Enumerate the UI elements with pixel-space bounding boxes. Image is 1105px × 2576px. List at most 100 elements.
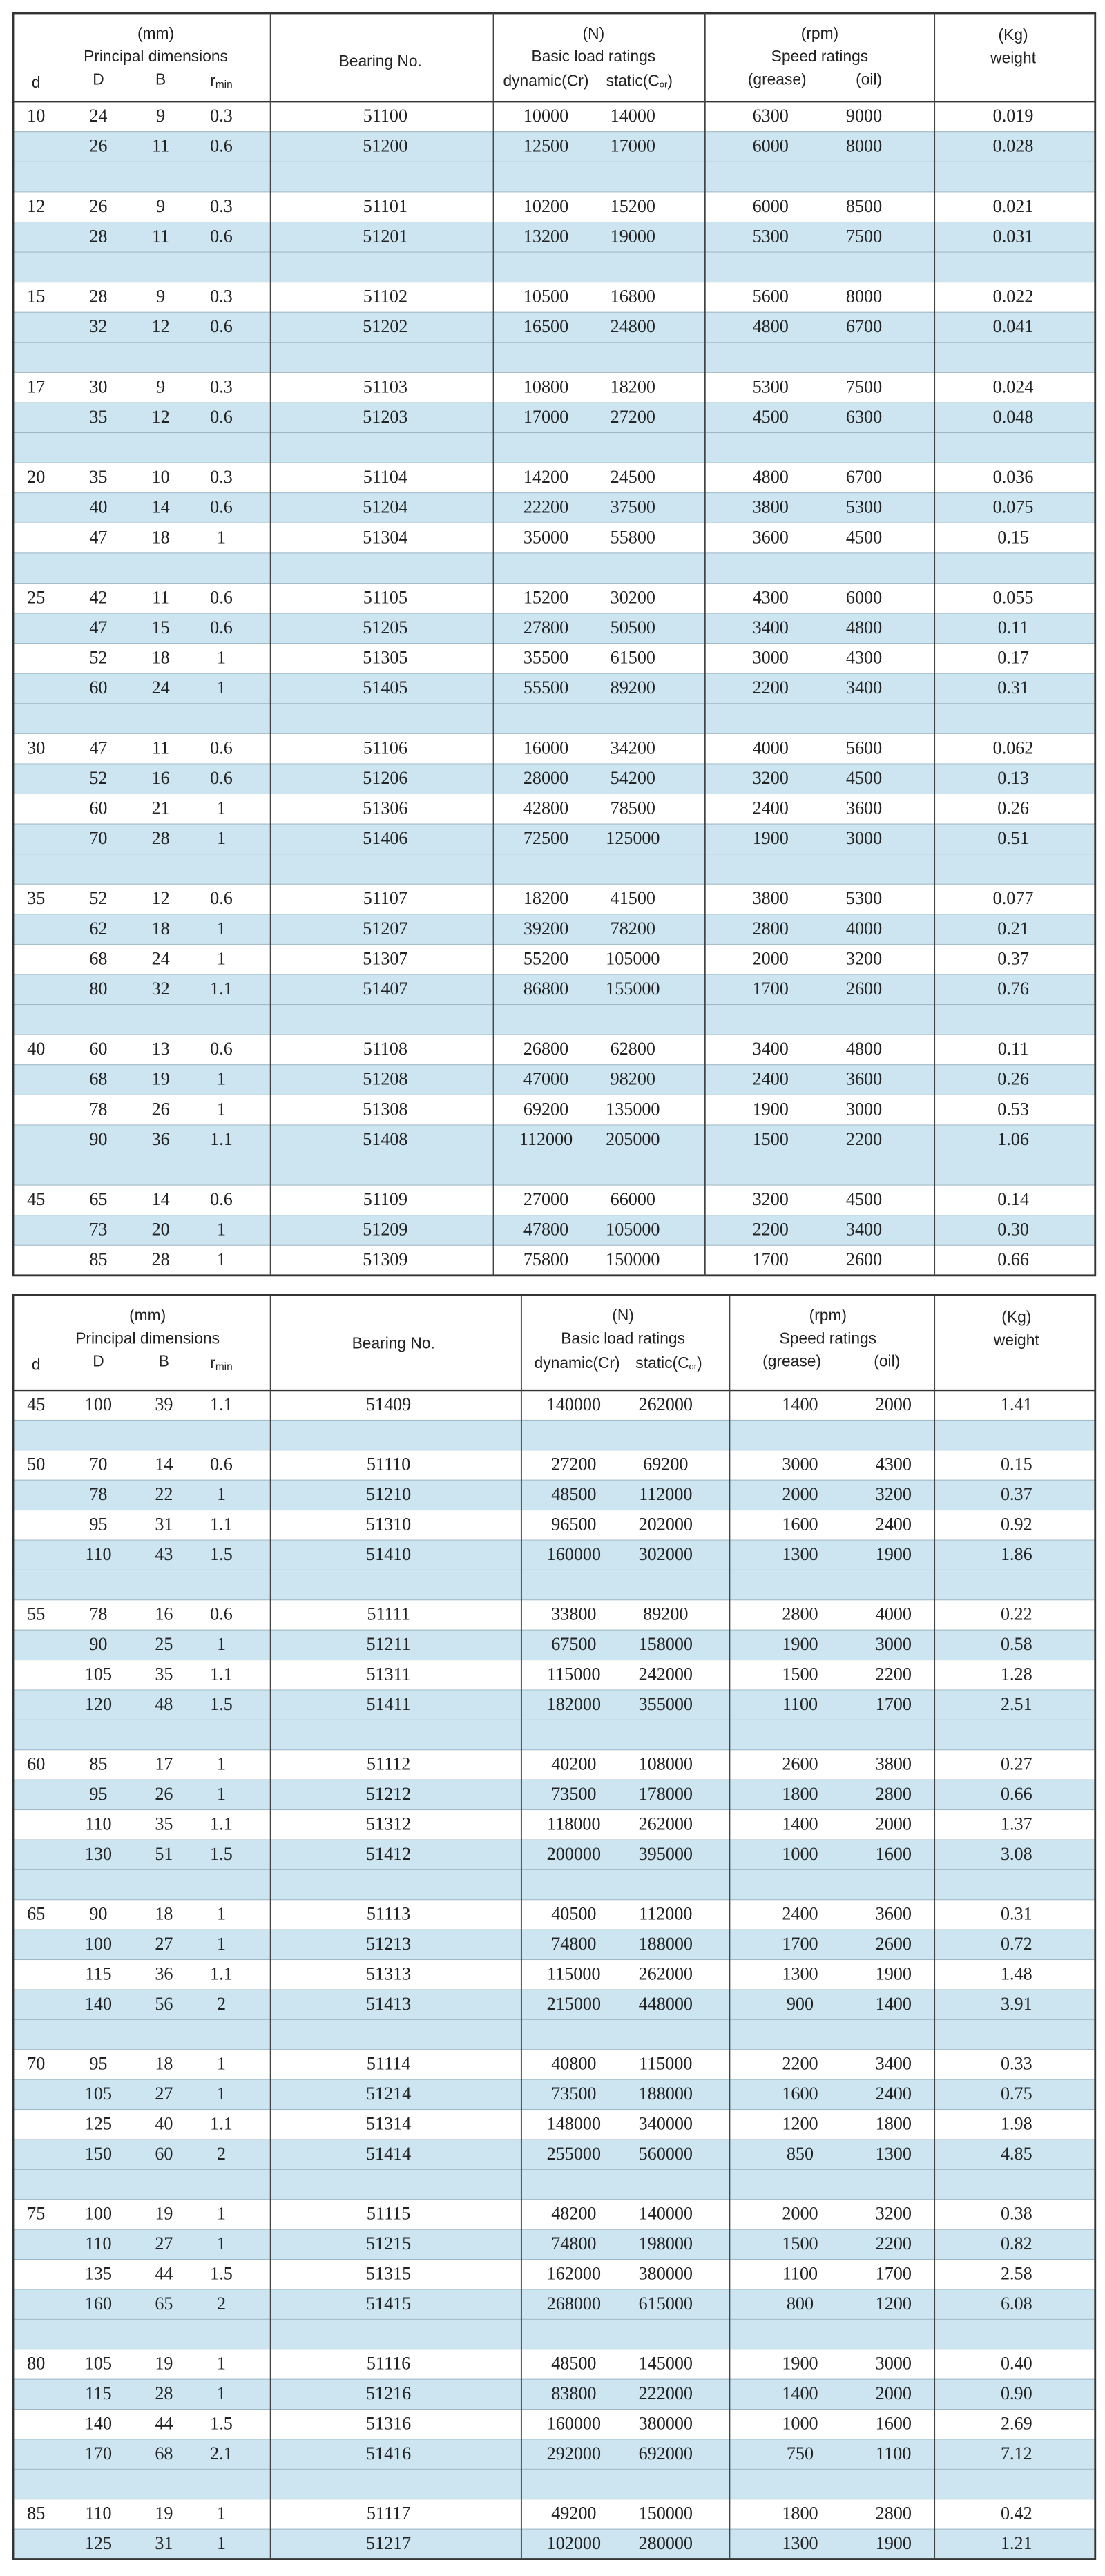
table-row bbox=[12, 883, 1096, 915]
cell: 2800 bbox=[876, 2503, 912, 2524]
cell: 51310 bbox=[366, 1514, 411, 1534]
cell: 0.14 bbox=[997, 1189, 1029, 1209]
cell: 27 bbox=[155, 1934, 173, 1954]
cell: 1.1 bbox=[210, 1514, 233, 1534]
cell: 160000 bbox=[547, 2413, 601, 2433]
table-row bbox=[12, 613, 1096, 644]
cell: 2600 bbox=[846, 979, 882, 999]
cell: 51412 bbox=[366, 1844, 411, 1864]
cell: 50500 bbox=[611, 617, 655, 637]
cell: 75800 bbox=[523, 1249, 568, 1269]
cell: 3000 bbox=[846, 828, 882, 848]
cell: 118000 bbox=[547, 1814, 600, 1834]
cell: 48500 bbox=[551, 1484, 596, 1504]
cell: 380000 bbox=[639, 2263, 693, 2283]
cell: 0.6 bbox=[210, 1604, 233, 1624]
cell: 1 bbox=[217, 1249, 226, 1269]
cell: 2000 bbox=[782, 2204, 818, 2224]
cell: 1 bbox=[217, 2383, 226, 2403]
cell: 200000 bbox=[547, 1844, 601, 1864]
cell: 0.90 bbox=[1001, 2383, 1032, 2403]
cell: 105000 bbox=[606, 1220, 660, 1240]
cell: 2.69 bbox=[1001, 2413, 1032, 2433]
cell: 28 bbox=[155, 2383, 173, 2403]
cell: 3000 bbox=[876, 1634, 912, 1654]
cell: 16500 bbox=[523, 316, 568, 336]
cell: 17000 bbox=[523, 407, 568, 427]
header-text: d bbox=[32, 73, 41, 91]
table: 45 100 39 1.1 51409 140000 262000 1400 2000 1.415… bbox=[12, 1294, 1097, 2560]
cell: 15 bbox=[152, 617, 170, 637]
cell: 47 bbox=[89, 738, 107, 758]
header-text: (Kg) bbox=[1001, 1308, 1031, 1326]
cell: 145000 bbox=[639, 2354, 693, 2374]
cell: 51304 bbox=[363, 527, 407, 547]
cell: 1500 bbox=[782, 1664, 818, 1684]
cell: 1.48 bbox=[1001, 1963, 1032, 1983]
cell: 1.41 bbox=[1001, 1394, 1032, 1414]
cell: 48 bbox=[155, 1694, 173, 1714]
cell: 115000 bbox=[639, 2054, 692, 2074]
table-row bbox=[12, 1064, 1096, 1095]
cell: 222000 bbox=[639, 2383, 693, 2403]
cell: 0.53 bbox=[997, 1099, 1029, 1119]
cell: 35 bbox=[89, 407, 107, 427]
header-text: Bearing No. bbox=[352, 1334, 435, 1352]
cell: 10800 bbox=[523, 376, 568, 396]
cell: 0.6 bbox=[210, 407, 233, 427]
cell: 51205 bbox=[363, 617, 407, 637]
cell: 51100 bbox=[363, 106, 407, 126]
header-text: r bbox=[210, 1354, 215, 1372]
cell: 188000 bbox=[639, 1934, 693, 1954]
cell: 0.021 bbox=[993, 196, 1034, 216]
cell: 20 bbox=[152, 1220, 170, 1240]
cell: 28 bbox=[89, 226, 107, 246]
cell: 36 bbox=[155, 1963, 173, 1983]
cell: 280000 bbox=[639, 2533, 693, 2553]
cell: 1 bbox=[217, 798, 226, 818]
cell: 7500 bbox=[846, 376, 882, 396]
cell: 2200 bbox=[876, 2233, 912, 2253]
header-text: dynamic(Cr) bbox=[503, 72, 589, 90]
cell: 51308 bbox=[363, 1099, 407, 1119]
cell: 105 bbox=[85, 2354, 112, 2374]
cell: 1000 bbox=[782, 1844, 818, 1864]
cell: 0.33 bbox=[1001, 2054, 1032, 2074]
cell: 48200 bbox=[551, 2204, 596, 2224]
header-text: dynamic(Cr) bbox=[535, 1354, 620, 1372]
cell: 12 bbox=[152, 316, 170, 336]
cell: 68 bbox=[89, 1069, 107, 1089]
cell: 95 bbox=[89, 1514, 107, 1534]
cell: 51 bbox=[155, 1844, 173, 1864]
cell: 0.92 bbox=[1001, 1514, 1032, 1534]
cell: 24 bbox=[152, 948, 170, 968]
cell: 51315 bbox=[366, 2263, 411, 2283]
cell: 3200 bbox=[876, 1484, 912, 1504]
table-row bbox=[12, 2468, 1096, 2500]
cell: 28 bbox=[152, 828, 170, 848]
cell: 198000 bbox=[639, 2233, 693, 2253]
cell: 51105 bbox=[363, 587, 407, 607]
cell: 85 bbox=[89, 1249, 107, 1269]
cell: 2200 bbox=[876, 1664, 912, 1684]
cell: 27 bbox=[155, 2084, 173, 2104]
cell: 5300 bbox=[753, 226, 789, 246]
cell: 112000 bbox=[519, 1129, 573, 1149]
cell: 51112 bbox=[367, 1754, 410, 1774]
cell: 3400 bbox=[753, 617, 789, 637]
cell: 162000 bbox=[547, 2263, 601, 2283]
cell: 0.075 bbox=[993, 497, 1034, 517]
cell: 51214 bbox=[366, 2084, 411, 2104]
cell: 0.077 bbox=[993, 888, 1034, 908]
table-row bbox=[12, 2439, 1096, 2470]
table-row bbox=[12, 673, 1096, 704]
header-text: static(C bbox=[635, 1354, 689, 1372]
cell: 115000 bbox=[547, 1963, 600, 1983]
cell: 205000 bbox=[606, 1129, 660, 1149]
cell: 380000 bbox=[639, 2413, 693, 2433]
cell: 188000 bbox=[639, 2084, 693, 2104]
cell: 110 bbox=[85, 2503, 111, 2524]
cell: 47 bbox=[89, 617, 107, 637]
cell: 4000 bbox=[846, 919, 882, 939]
cell: 28 bbox=[89, 287, 107, 307]
